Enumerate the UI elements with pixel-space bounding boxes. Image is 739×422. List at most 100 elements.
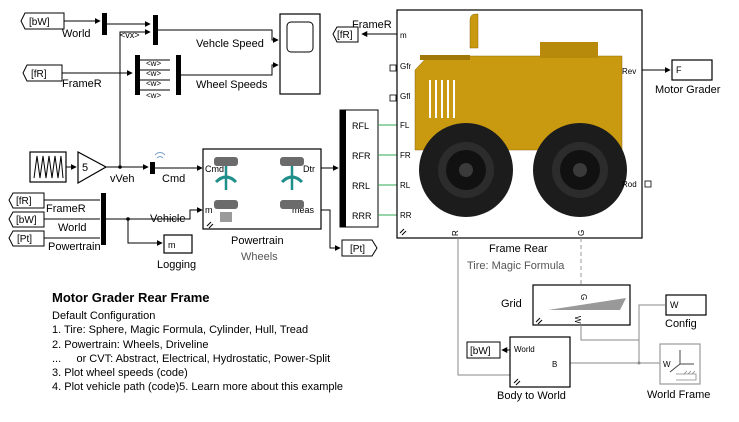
label-vveh: vVeh	[110, 173, 134, 185]
from-tag-bw-mid[interactable]: [bW]	[8, 211, 45, 228]
svg-text:m: m	[400, 31, 407, 40]
svg-text:RFR: RFR	[352, 151, 371, 161]
scope-block[interactable]	[279, 13, 321, 95]
body-to-world-block[interactable]: World B	[509, 336, 571, 388]
label-w1: <w>	[146, 59, 161, 68]
mux-vehicle[interactable]	[101, 193, 106, 245]
svg-text:G: G	[577, 230, 586, 236]
svg-text:RL: RL	[400, 181, 411, 190]
label-framer-top: FrameR	[62, 78, 102, 90]
bus-selector-vx[interactable]	[102, 13, 107, 35]
signal-builder-block[interactable]	[29, 151, 67, 183]
svg-text:[bW]: [bW]	[470, 346, 491, 357]
label-motor-grader: Motor Grader	[655, 84, 721, 96]
motor-grader-block[interactable]: F	[671, 59, 713, 81]
wheel-joint-icon	[214, 157, 304, 222]
frame-rear-block[interactable]: m Gfr Gfl FL FR RL RR Rev Rod R G	[389, 9, 652, 239]
link-icon	[206, 221, 214, 229]
description-line[interactable]: 2. Powertrain: Wheels, Driveline	[52, 338, 209, 351]
svg-text:m: m	[205, 205, 213, 215]
from-tag-bw-top[interactable]: [bW]	[20, 12, 65, 30]
svg-text:F: F	[676, 65, 682, 75]
svg-text:FR: FR	[400, 151, 411, 160]
svg-text:W: W	[670, 300, 679, 310]
description-line[interactable]: 1. Tire: Sphere, Magic Formula, Cylinder…	[52, 324, 309, 337]
label-vehicle-speed: Vehcle Speed	[196, 38, 264, 50]
svg-text:[fR]: [fR]	[16, 196, 32, 207]
svg-text:m: m	[168, 240, 176, 250]
label-w2: <w>	[146, 69, 161, 78]
svg-text:B: B	[552, 360, 557, 369]
svg-text:FL: FL	[400, 121, 410, 130]
svg-text:[bW]: [bW]	[29, 17, 50, 28]
svg-text:[Pt]: [Pt]	[17, 234, 32, 245]
label-body-to-world: Body to World	[497, 390, 566, 402]
frame-rear-title: Frame Rear	[489, 243, 548, 255]
svg-text:Rev: Rev	[622, 67, 636, 76]
from-tag-pt-mid[interactable]: [Pt]	[8, 230, 45, 247]
svg-text:meas: meas	[292, 205, 315, 215]
powertrain-title: Powertrain	[231, 235, 284, 247]
powertrain-block[interactable]: Cmd m Dtr meas	[202, 148, 322, 230]
description-line: Default Configuration	[52, 310, 156, 322]
svg-text:RFL: RFL	[352, 121, 369, 131]
label-framer-grader: FrameR	[352, 19, 392, 31]
label-w4: <w>	[146, 91, 161, 100]
mux-wheel-speeds[interactable]	[176, 55, 181, 95]
label-world-frame: World Frame	[647, 389, 710, 401]
svg-text:Gfl: Gfl	[400, 92, 410, 101]
label-vx: <vx>	[120, 30, 140, 40]
wheel-bus-block[interactable]: RFL RFR RRL RRR	[339, 109, 379, 228]
label-wheel-speeds: Wheel Speeds	[196, 79, 268, 91]
svg-text:[bW]: [bW]	[16, 215, 37, 226]
label-world-top: World	[62, 28, 91, 40]
config-block[interactable]: W	[665, 294, 707, 316]
svg-text:Dtr: Dtr	[303, 164, 315, 174]
model-description: Motor Grader Rear Frame Default Configur…	[52, 290, 452, 395]
svg-text:World: World	[514, 345, 535, 354]
grid-block[interactable]: G W	[532, 284, 631, 326]
mux-vehicle-speed[interactable]	[153, 15, 158, 45]
svg-text:RR: RR	[400, 211, 412, 220]
logging-block[interactable]: m	[163, 234, 193, 254]
label-cmd: Cmd	[162, 173, 185, 185]
world-frame-block[interactable]: W	[659, 343, 701, 385]
svg-text:[Pt]: [Pt]	[350, 244, 365, 255]
description-title: Motor Grader Rear Frame	[52, 290, 210, 305]
world-frame-icon	[669, 350, 697, 381]
label-world-mid: World	[58, 222, 87, 234]
svg-text:RRL: RRL	[352, 181, 370, 191]
label-powertrain-mid: Powertrain	[48, 241, 101, 253]
from-tag-fr-top[interactable]: [fR]	[22, 64, 63, 82]
description-line[interactable]: ... or CVT: Abstract, Electrical, Hydros…	[52, 352, 331, 365]
goto-tag-pt-out[interactable]: [Pt]	[341, 239, 378, 257]
svg-text:G: G	[579, 294, 588, 300]
svg-text:5: 5	[82, 162, 88, 174]
label-logging: Logging	[157, 259, 196, 271]
frame-rear-subtitle: Tire: Magic Formula	[467, 260, 565, 272]
label-w3: <w>	[146, 79, 161, 88]
goto-tag-bw-world[interactable]: [bW]	[466, 341, 501, 359]
svg-text:W: W	[573, 316, 582, 324]
gain-block[interactable]: 5	[77, 150, 108, 185]
bus-selector-w[interactable]	[135, 55, 140, 95]
powertrain-subtitle: Wheels	[241, 251, 278, 263]
svg-text:R: R	[451, 230, 460, 236]
label-framer-mid: FrameR	[46, 203, 86, 215]
description-line[interactable]: 3. Plot wheel speeds (code)	[52, 367, 188, 380]
svg-text:[fR]: [fR]	[31, 69, 47, 80]
description-line[interactable]: 4. Plot vehicle path (code)5. Learn more…	[52, 381, 344, 394]
svg-text:Rod: Rod	[622, 180, 637, 189]
from-tag-fr-mid[interactable]: [fR]	[8, 192, 45, 209]
svg-text:Gfr: Gfr	[400, 62, 411, 71]
cmd-goto-block[interactable]	[150, 152, 166, 175]
goto-tag-fr-grader[interactable]: [fR]	[332, 26, 359, 43]
label-vehicle: Vehicle	[150, 213, 185, 225]
label-config: Config	[665, 318, 697, 330]
svg-text:Cmd: Cmd	[205, 164, 224, 174]
svg-text:W: W	[663, 360, 671, 369]
motor-grader-icon	[414, 13, 627, 217]
svg-text:RRR: RRR	[352, 211, 372, 221]
svg-text:[fR]: [fR]	[337, 30, 353, 41]
